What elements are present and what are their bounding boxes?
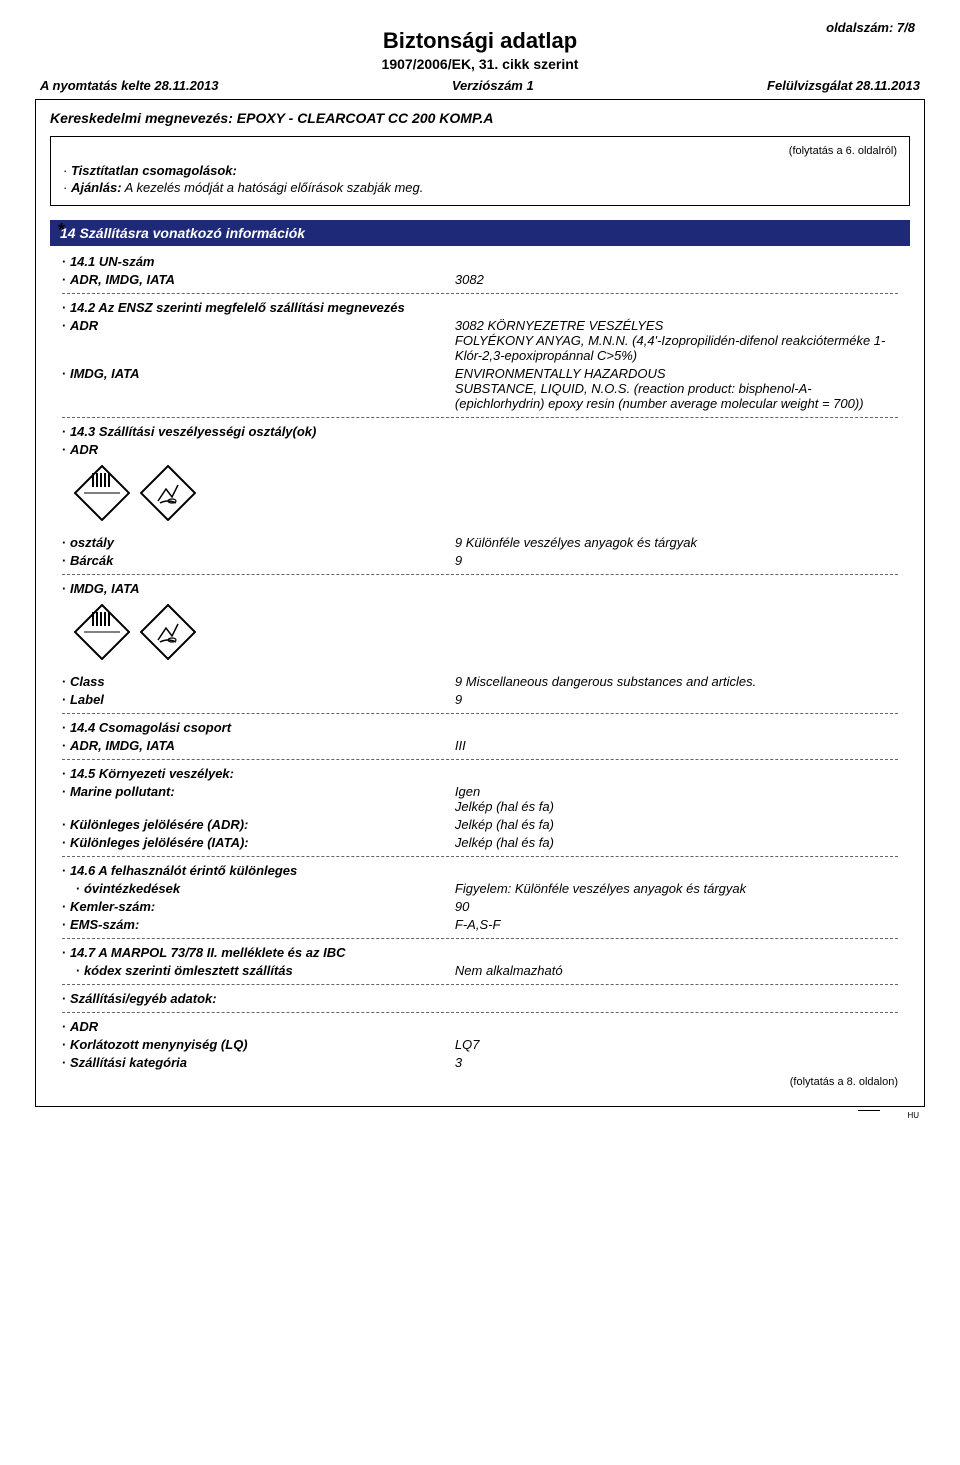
continuation-from: (folytatás a 6. oldalról) <box>63 145 897 157</box>
imdg-label: IMDG, IATA <box>62 366 455 411</box>
s14-6-val: Figyelem: Különféle veszélyes anyagok és… <box>455 881 898 896</box>
s14-1-val: 3082 <box>455 272 898 287</box>
continuation-to: (folytatás a 8. oldalon) <box>62 1076 898 1088</box>
kemler-val: 90 <box>455 899 898 914</box>
page-subtitle: 1907/2006/EK, 31. cikk szerint <box>35 56 925 72</box>
class-val-en: 9 Miscellaneous dangerous substances and… <box>455 674 898 689</box>
label-label: Label <box>62 692 455 707</box>
lq-label: Korlátozott menynyiség (LQ) <box>62 1037 455 1052</box>
intro-line2-label: Ajánlás: <box>71 180 122 195</box>
s14-7-val: Nem alkalmazható <box>455 963 898 978</box>
s14-7-label1: 14.7 A MARPOL 73/78 II. melléklete és az… <box>62 945 898 960</box>
hu-footer: HU <box>35 1111 919 1120</box>
intro-line2-text: A kezelés módját a hatósági előírások sz… <box>125 180 424 195</box>
class-label-hu: osztály <box>62 535 455 550</box>
adr-hazard-icons <box>74 465 898 521</box>
adr-val-l2: FOLYÉKONY ANYAG, M.N.N. (4,4'-Izopropili… <box>455 333 885 363</box>
kat-label: Szállítási kategória <box>62 1055 455 1070</box>
section-14-body: 14.1 UN-szám ADR, IMDG, IATA 3082 14.2 A… <box>50 254 910 1088</box>
imdg-iata: IMDG, IATA <box>62 581 898 596</box>
adr-label: ADR <box>62 318 455 363</box>
intro-line1: Tisztítatlan csomagolások: <box>63 163 897 178</box>
kemler-label: Kemler-szám: <box>62 899 455 914</box>
s14-2-label: 14.2 Az ENSZ szerinti megfelelő szállítá… <box>62 300 898 315</box>
main-content-box: Kereskedelmi megnevezés: EPOXY - CLEARCO… <box>35 99 925 1107</box>
marine-val: IgenJelkép (hal és fa) <box>455 784 898 814</box>
section-14-header: 14 Szállításra vonatkozó információk <box>50 220 910 246</box>
imdg-val-l2: SUBSTANCE, LIQUID, N.O.S. (reaction prod… <box>455 381 864 411</box>
hazard-environment-icon <box>140 604 196 660</box>
intro-line1-label: Tisztítatlan csomagolások: <box>71 163 237 178</box>
spec-iata-label: Különleges jelölésére (IATA): <box>62 835 455 850</box>
barcak-val: 9 <box>455 553 898 568</box>
label-val: 9 <box>455 692 898 707</box>
lq-val: LQ7 <box>455 1037 898 1052</box>
s14-6-label2: óvintézkedések <box>62 881 455 896</box>
other-label: Szállítási/egyéb adatok: <box>62 991 898 1006</box>
hazard-class9-icon <box>74 604 130 660</box>
s14-5-label: 14.5 Környezeti veszélyek: <box>62 766 898 781</box>
s14-1-sub: ADR, IMDG, IATA <box>62 272 455 287</box>
imdg-val-l1: ENVIRONMENTALLY HAZARDOUS <box>455 366 666 381</box>
print-date: A nyomtatás kelte 28.11.2013 <box>40 78 219 93</box>
kat-val: 3 <box>455 1055 898 1070</box>
revision-date: Felülvizsgálat 28.11.2013 <box>767 78 920 93</box>
class-label-en: Class <box>62 674 455 689</box>
s14-3-label: 14.3 Szállítási veszélyességi osztály(ok… <box>62 424 898 439</box>
page-title: Biztonsági adatlap <box>35 28 925 54</box>
class-val-hu: 9 Különféle veszélyes anyagok és tárgyak <box>455 535 898 550</box>
marine-label: Marine pollutant: <box>62 784 455 814</box>
ems-label: EMS-szám: <box>62 917 455 932</box>
s14-6-label: 14.6 A felhasználót érintő különleges <box>62 863 898 878</box>
ems-val: F-A,S-F <box>455 917 898 932</box>
s14-4-sub: ADR, IMDG, IATA <box>62 738 455 753</box>
product-name: Kereskedelmi megnevezés: EPOXY - CLEARCO… <box>50 110 910 126</box>
s14-7-label2: kódex szerinti ömlesztett szállítás <box>62 963 455 978</box>
section-asterisk: * <box>58 220 65 241</box>
adr-plain: ADR <box>62 442 898 457</box>
barcak-label: Bárcák <box>62 553 455 568</box>
spec-iata-val: Jelkép (hal és fa) <box>455 835 898 850</box>
version: Verziószám 1 <box>452 78 534 93</box>
adr2: ADR <box>62 1019 898 1034</box>
page-number: oldalszám: 7/8 <box>826 20 915 35</box>
intro-line2: Ajánlás: A kezelés módját a hatósági elő… <box>63 180 897 195</box>
s14-4-label: 14.4 Csomagolási csoport <box>62 720 898 735</box>
spec-adr-label: Különleges jelölésére (ADR): <box>62 817 455 832</box>
adr-val-l1: 3082 KÖRNYEZETRE VESZÉLYES <box>455 318 663 333</box>
spec-adr-val: Jelkép (hal és fa) <box>455 817 898 832</box>
s14-1-label: 14.1 UN-szám <box>62 254 898 269</box>
intro-section: (folytatás a 6. oldalról) Tisztítatlan c… <box>50 136 910 206</box>
hazard-class9-icon <box>74 465 130 521</box>
imdg-hazard-icons <box>74 604 898 660</box>
s14-4-val: III <box>455 738 898 753</box>
hazard-environment-icon <box>140 465 196 521</box>
